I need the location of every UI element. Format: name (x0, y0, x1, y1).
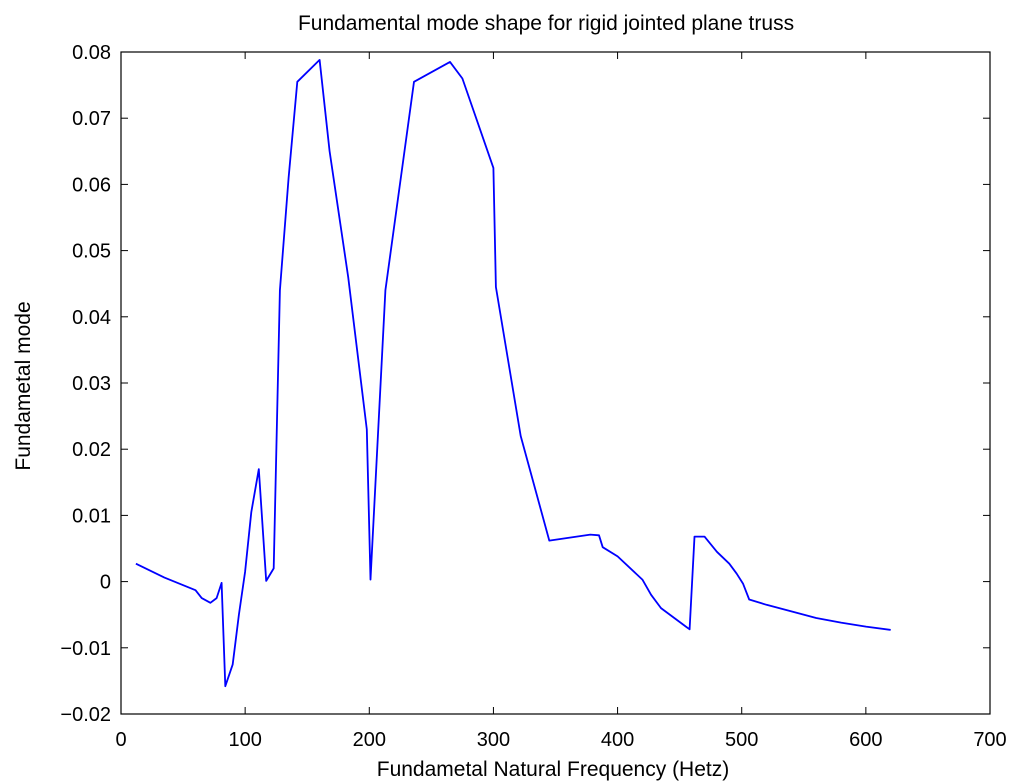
y-tick-label: 0.03 (72, 373, 111, 395)
y-tick-label: 0.08 (72, 42, 111, 64)
y-tick-label: 0 (100, 572, 111, 594)
x-tick-label: 100 (228, 729, 261, 751)
x-tick-label: 400 (601, 729, 634, 751)
x-tick-label: 500 (725, 729, 758, 751)
x-tick-label: 300 (477, 729, 510, 751)
axis-ticks (120, 51, 991, 715)
y-tick-label: 0.02 (72, 439, 111, 461)
y-tick-label: 0.05 (72, 241, 111, 263)
chart-title: Fundamental mode shape for rigid jointed… (298, 12, 794, 35)
data-series-line (135, 59, 891, 688)
x-tick-label: 700 (973, 729, 1006, 751)
y-tick-label: 0.06 (72, 174, 111, 196)
x-tick-label: 200 (353, 729, 386, 751)
x-tick-label: 600 (849, 729, 882, 751)
x-tick-label: 0 (115, 729, 126, 751)
plot-frame (120, 51, 991, 715)
y-tick-label: −0.01 (60, 638, 111, 660)
y-tick-label: −0.02 (60, 704, 111, 726)
y-tick-label: 0.01 (72, 505, 111, 527)
x-axis-label: Fundametal Natural Frequency (Hetz) (377, 758, 729, 781)
y-tick-label: 0.07 (72, 108, 111, 130)
y-axis-label: Fundametal mode (12, 301, 35, 470)
y-tick-label: 0.04 (72, 307, 111, 329)
axis-tick-labels: 0 100 200 300 400 500 600 700 −0.02 −0.01 0 0.01 0.0… (60, 42, 1006, 751)
